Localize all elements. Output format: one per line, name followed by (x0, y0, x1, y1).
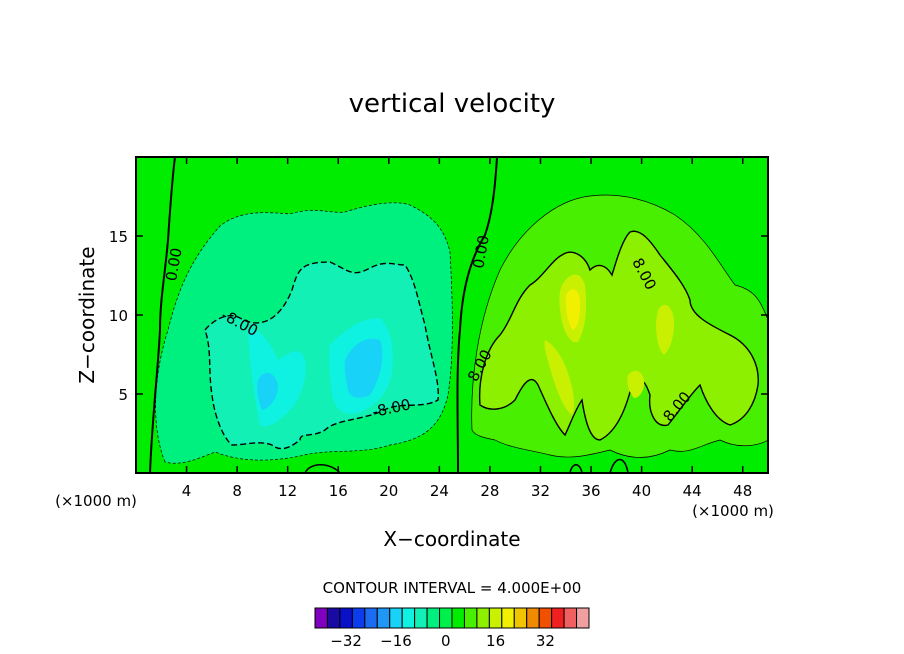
colorbar-swatch (426, 607, 441, 629)
colorbar-swatch (314, 607, 328, 629)
colorbar (314, 607, 590, 629)
colorbar-swatch (513, 607, 528, 629)
zero-contour-mid (456, 157, 498, 473)
contour-label-group: 0.00 (162, 246, 186, 282)
colorbar-tick-label: 0 (441, 632, 451, 650)
contour-level-12-to-16-c (656, 304, 675, 355)
contour-field (136, 157, 768, 473)
x-tick-label: 32 (531, 482, 550, 500)
colorbar-swatch (326, 607, 341, 629)
colorbar-swatch (439, 607, 453, 629)
colorbar-swatch (538, 607, 553, 629)
contour-interval-label: CONTOUR INTERVAL = 4.000E+00 (323, 579, 582, 597)
colorbar-tick-label: 32 (536, 632, 555, 650)
contour-level-neg16-to-neg20 (344, 338, 383, 398)
zero-contour-left (149, 157, 176, 473)
colorbar-swatch (551, 607, 565, 629)
colorbar-tick-label: −16 (380, 632, 412, 650)
x-unit-left: (×1000 m) (55, 492, 137, 510)
contour-level-12-to-16-d (627, 370, 645, 398)
x-axis-label: X−coordinate (383, 527, 520, 551)
colorbar-swatch (351, 607, 366, 629)
chart-title: vertical velocity (349, 89, 556, 119)
colorbar-swatch (576, 607, 590, 629)
contour-level-12-to-16 (544, 340, 575, 415)
y-tick-label: 5 (118, 386, 128, 404)
contour-label-group: 0.00 (469, 234, 493, 270)
colorbar-swatch (339, 607, 353, 629)
x-tick-label: 20 (379, 482, 398, 500)
colorbar-tick-label: 16 (486, 632, 505, 650)
contour-label: 0.00 (469, 234, 493, 270)
contour-label: 0.00 (162, 246, 186, 282)
colorbar-ticks: −32 −16 0 16 32 (330, 632, 555, 650)
colorbar-swatch (451, 607, 465, 629)
x-tick-label: 36 (581, 482, 600, 500)
colorbar-swatch (401, 607, 416, 629)
zero-contour-bottom (304, 458, 629, 473)
colorbar-swatch (376, 607, 391, 629)
colorbar-swatch (389, 607, 403, 629)
colorbar-swatch (526, 607, 540, 629)
contour-level-16-to-20 (565, 288, 581, 330)
colorbar-swatch (364, 607, 378, 629)
colorbar-swatch (463, 607, 478, 629)
x-tick-label: 4 (182, 482, 192, 500)
colorbar-swatch (488, 607, 503, 629)
contour-level-neg16-to-neg20-b (257, 372, 278, 410)
x-tick-label: 28 (480, 482, 499, 500)
x-unit-right: (×1000 m) (692, 502, 774, 520)
colorbar-swatch (476, 607, 490, 629)
colorbar-swatch (414, 607, 428, 629)
x-tick-label: 16 (329, 482, 348, 500)
x-tick-label: 40 (632, 482, 651, 500)
x-tick-label: 12 (278, 482, 297, 500)
x-tick-label: 8 (232, 482, 242, 500)
x-tick-label: 24 (430, 482, 449, 500)
colorbar-swatch (501, 607, 515, 629)
contour-level-8-to-12 (478, 230, 759, 441)
colorbar-swatch (563, 607, 578, 629)
colorbar-tick-label: −32 (330, 632, 362, 650)
y-tick-label: 10 (109, 307, 128, 325)
y-axis-ticks: 5 10 15 (109, 228, 768, 404)
x-tick-label: 44 (683, 482, 702, 500)
y-axis-label: Z−coordinate (75, 246, 99, 383)
x-axis-ticks: 4 8 12 16 20 24 28 32 36 40 44 48 (182, 157, 752, 500)
y-tick-label: 15 (109, 228, 128, 246)
x-tick-label: 48 (733, 482, 752, 500)
